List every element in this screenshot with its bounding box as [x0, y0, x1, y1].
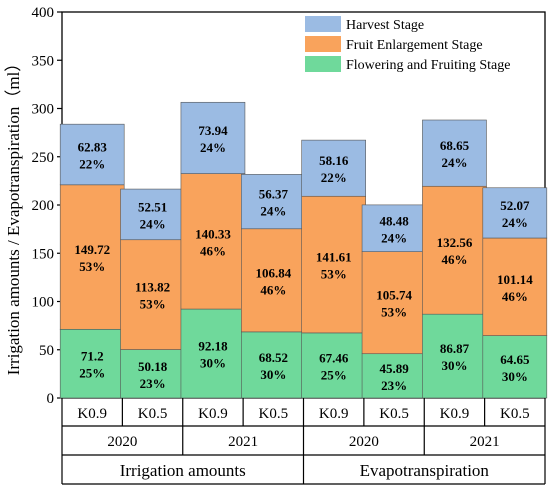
y-tick-label: 200 — [32, 198, 55, 214]
bar-segment — [301, 332, 366, 399]
data-label-value: 50.18 — [138, 359, 168, 374]
bar-segment — [241, 174, 306, 230]
year-group-label: 2021 — [470, 434, 500, 450]
data-label-percent: 53% — [79, 259, 105, 274]
data-label-value: 62.83 — [78, 139, 108, 154]
data-label-percent: 53% — [321, 267, 347, 282]
data-label-value: 106.84 — [255, 265, 291, 280]
data-label-value: 56.37 — [259, 187, 289, 202]
legend-label: Flowering and Fruiting Stage — [346, 58, 511, 73]
y-tick-label: 300 — [32, 102, 55, 118]
data-label-percent: 53% — [140, 297, 166, 312]
data-label-value: 48.48 — [379, 213, 409, 228]
bar-segment — [59, 123, 125, 186]
bar-segment — [180, 308, 246, 399]
y-tick-label: 50 — [39, 343, 54, 359]
data-label-percent: 46% — [502, 289, 528, 304]
data-label-percent: 24% — [502, 215, 528, 230]
data-label-percent: 24% — [441, 155, 467, 170]
data-label-value: 92.18 — [198, 339, 228, 354]
bar-segment — [180, 101, 246, 174]
data-label-value: 68.65 — [440, 138, 470, 153]
bar-segment — [120, 188, 185, 241]
x-tick-label: K0.9 — [198, 406, 228, 422]
y-tick-label: 350 — [32, 53, 55, 69]
x-tick-label: K0.9 — [319, 406, 349, 422]
x-tick-label: K0.5 — [138, 406, 168, 422]
x-tick-label: K0.5 — [259, 406, 289, 422]
data-label-percent: 22% — [321, 170, 347, 185]
data-label-value: 149.72 — [74, 242, 110, 257]
bar-segment — [422, 119, 487, 187]
year-group-label: 2020 — [107, 434, 137, 450]
data-label-value: 58.16 — [319, 153, 349, 168]
bar-segment — [422, 313, 487, 399]
data-label-value: 141.61 — [316, 250, 352, 265]
y-axis-title: Irrigation amounts / Evapotranspiration（… — [4, 55, 23, 376]
data-label-value: 113.82 — [135, 280, 170, 295]
y-tick-label: 250 — [32, 150, 55, 166]
year-group-label: 2020 — [349, 434, 379, 450]
data-label-value: 52.51 — [138, 199, 167, 214]
bar-segment — [361, 353, 427, 399]
legend-swatch — [305, 36, 341, 52]
data-label-percent: 46% — [260, 282, 286, 297]
data-label-percent: 24% — [381, 230, 407, 245]
bar-segment — [482, 335, 548, 399]
bar-segment — [59, 184, 125, 330]
bar-segment — [422, 185, 487, 315]
bar-segment — [180, 173, 246, 310]
data-label-percent: 46% — [200, 243, 226, 258]
data-label-value: 52.07 — [500, 198, 530, 213]
legend-swatch — [305, 56, 341, 72]
bar-segment — [120, 349, 185, 399]
data-label-value: 68.52 — [259, 350, 288, 365]
main-group-label: Irrigation amounts — [120, 461, 246, 480]
y-tick-label: 100 — [32, 295, 55, 311]
data-label-percent: 24% — [260, 204, 286, 219]
data-label-value: 132.56 — [437, 235, 473, 250]
data-label-value: 73.94 — [198, 123, 228, 138]
x-tick-label: K0.5 — [500, 406, 530, 422]
y-tick-label: 150 — [32, 246, 55, 262]
data-label-percent: 53% — [381, 305, 407, 320]
data-label-percent: 24% — [140, 216, 166, 231]
data-label-value: 86.87 — [440, 341, 470, 356]
legend-label: Fruit Enlargement Stage — [346, 38, 483, 53]
data-label-value: 71.2 — [81, 349, 104, 364]
data-label-percent: 23% — [140, 376, 166, 391]
x-tick-label: K0.9 — [440, 406, 470, 422]
data-label-percent: 22% — [79, 156, 105, 171]
bar-segment — [120, 239, 185, 350]
data-label-percent: 30% — [200, 356, 226, 371]
main-group-label: Evapotranspiration — [360, 461, 490, 480]
bar-segment — [482, 187, 548, 239]
bar-segment — [241, 228, 306, 333]
data-label-percent: 30% — [441, 358, 467, 373]
y-tick-label: 400 — [32, 5, 55, 21]
data-label-value: 140.33 — [195, 226, 231, 241]
data-label-percent: 46% — [441, 252, 467, 267]
data-label-value: 67.46 — [319, 350, 349, 365]
legend-swatch — [305, 16, 341, 32]
data-label-percent: 25% — [321, 367, 347, 382]
data-label-value: 45.89 — [379, 361, 409, 376]
data-label-percent: 30% — [260, 367, 286, 382]
data-label-value: 101.14 — [497, 272, 533, 287]
x-tick-label: K0.5 — [379, 406, 409, 422]
data-label-value: 64.65 — [500, 352, 530, 367]
legend-label: Harvest Stage — [346, 18, 424, 33]
y-tick-label: 0 — [47, 391, 55, 407]
year-group-label: 2021 — [228, 434, 258, 450]
data-label-percent: 25% — [79, 366, 105, 381]
data-label-percent: 30% — [502, 369, 528, 384]
x-tick-label: K0.9 — [77, 406, 107, 422]
data-label-percent: 24% — [200, 140, 226, 155]
data-label-percent: 23% — [381, 378, 407, 393]
bar-segment — [241, 331, 306, 399]
bar-segment — [301, 139, 366, 197]
data-label-value: 105.74 — [376, 288, 412, 303]
